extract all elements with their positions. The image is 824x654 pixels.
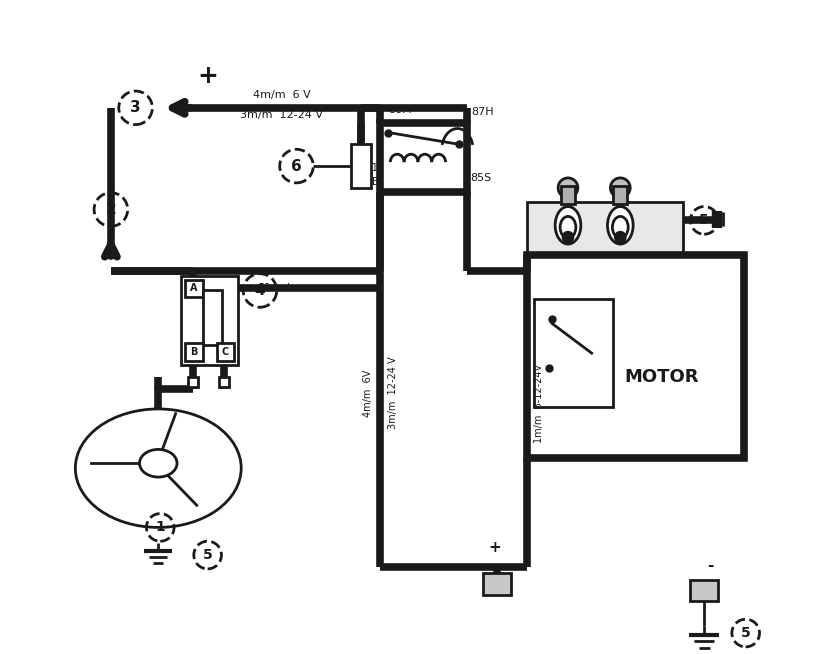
Text: C: C xyxy=(222,347,229,356)
Circle shape xyxy=(616,232,625,242)
Text: A: A xyxy=(190,283,198,294)
Text: 5: 5 xyxy=(741,626,751,640)
Text: +: + xyxy=(198,64,218,88)
Text: 4m/m  6 V: 4m/m 6 V xyxy=(253,90,311,100)
FancyBboxPatch shape xyxy=(185,343,203,360)
Ellipse shape xyxy=(139,449,177,477)
Text: -: - xyxy=(707,559,714,574)
Text: 1 m/m: 1 m/m xyxy=(264,283,300,292)
Text: 5: 5 xyxy=(203,548,213,562)
FancyBboxPatch shape xyxy=(217,343,234,360)
FancyBboxPatch shape xyxy=(527,201,682,255)
Text: 6: 6 xyxy=(291,158,302,173)
Text: 4m/m  6V: 4m/m 6V xyxy=(363,370,372,417)
Ellipse shape xyxy=(607,207,633,244)
Text: +: + xyxy=(489,540,501,555)
Text: 5: 5 xyxy=(700,213,709,228)
Text: 3: 3 xyxy=(130,100,141,115)
Circle shape xyxy=(558,178,578,198)
Text: 85S: 85S xyxy=(471,173,491,183)
Text: B: B xyxy=(372,177,378,187)
FancyBboxPatch shape xyxy=(483,573,511,594)
Text: MOTOR: MOTOR xyxy=(624,368,699,386)
FancyBboxPatch shape xyxy=(561,186,575,203)
FancyBboxPatch shape xyxy=(203,290,222,345)
Circle shape xyxy=(563,232,573,242)
FancyBboxPatch shape xyxy=(381,123,467,192)
FancyBboxPatch shape xyxy=(691,579,718,602)
Text: 2: 2 xyxy=(105,202,116,217)
FancyBboxPatch shape xyxy=(351,145,371,188)
Text: 86M: 86M xyxy=(388,105,412,114)
Text: 3m/m  12-24 V: 3m/m 12-24 V xyxy=(388,357,398,430)
FancyBboxPatch shape xyxy=(181,276,238,364)
Ellipse shape xyxy=(555,207,581,244)
Text: B: B xyxy=(190,347,198,356)
Text: 3m/m  12-24 V: 3m/m 12-24 V xyxy=(240,110,323,120)
FancyBboxPatch shape xyxy=(527,255,744,458)
FancyBboxPatch shape xyxy=(185,280,203,298)
Text: 30/51: 30/51 xyxy=(350,163,378,173)
Text: 87H: 87H xyxy=(471,107,494,116)
Text: 1m/m  6-12-24V: 1m/m 6-12-24V xyxy=(535,364,545,443)
FancyBboxPatch shape xyxy=(535,299,613,407)
Circle shape xyxy=(611,178,630,198)
Text: 1: 1 xyxy=(156,521,165,534)
FancyBboxPatch shape xyxy=(613,186,627,203)
Text: 4: 4 xyxy=(255,283,265,298)
